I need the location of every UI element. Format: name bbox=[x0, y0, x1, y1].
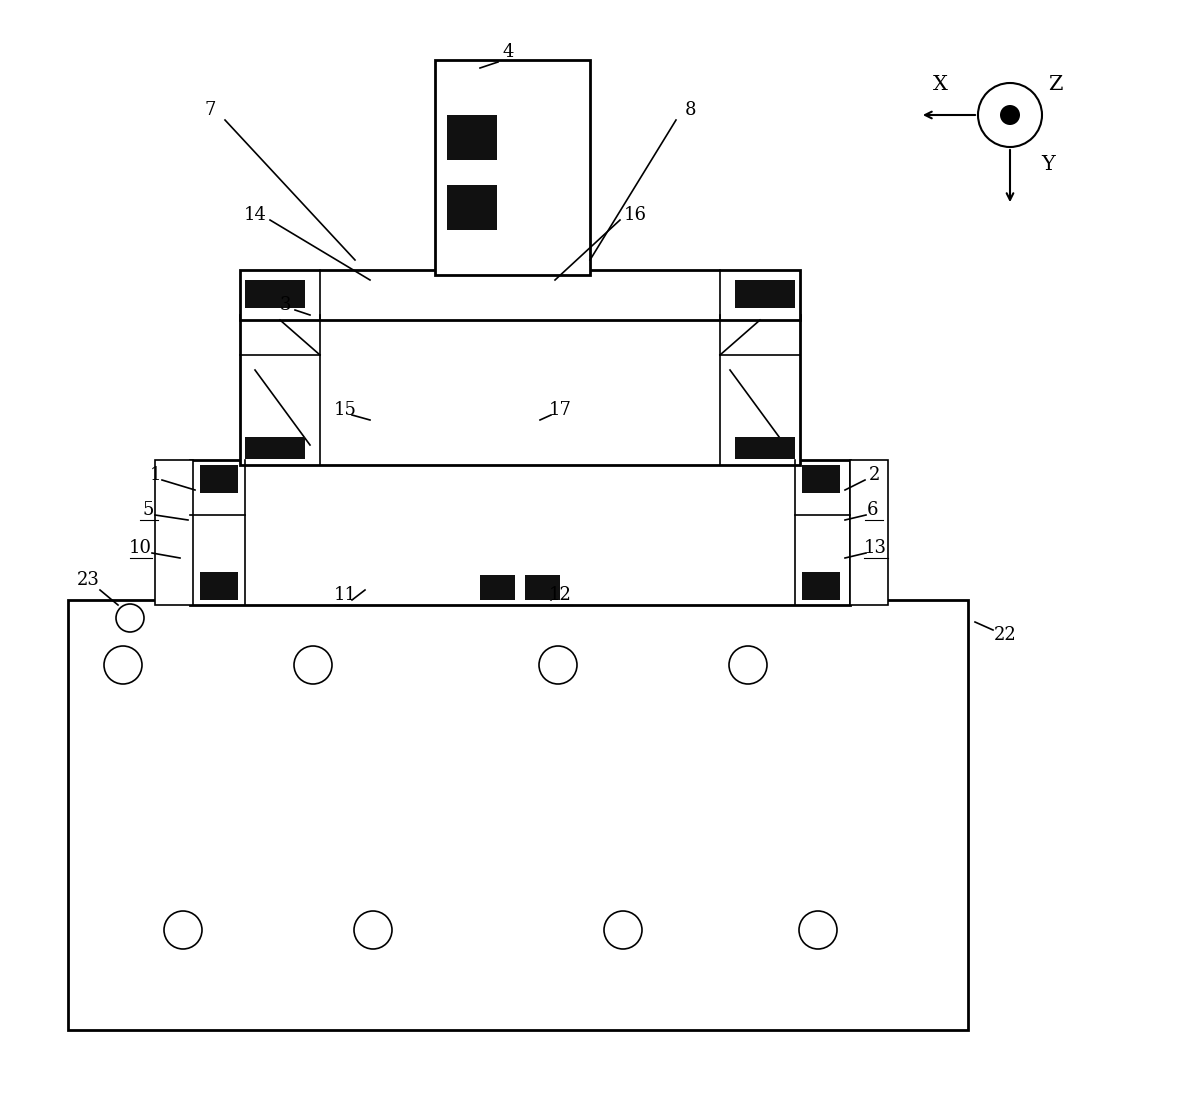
Text: 5: 5 bbox=[142, 501, 154, 519]
Bar bbox=[480, 575, 515, 600]
Bar bbox=[448, 185, 497, 230]
Bar bbox=[850, 460, 888, 606]
Text: 12: 12 bbox=[548, 586, 572, 604]
Bar bbox=[448, 115, 497, 160]
Text: 6: 6 bbox=[867, 501, 879, 519]
Text: 8: 8 bbox=[684, 101, 696, 118]
Circle shape bbox=[165, 911, 202, 949]
Bar bbox=[735, 437, 794, 459]
Bar bbox=[155, 460, 193, 606]
Bar bbox=[240, 315, 800, 465]
Text: 11: 11 bbox=[334, 586, 356, 604]
Text: 22: 22 bbox=[993, 626, 1016, 644]
Circle shape bbox=[799, 911, 837, 949]
Bar bbox=[240, 270, 800, 320]
Bar bbox=[67, 600, 969, 1030]
Circle shape bbox=[354, 911, 392, 949]
Bar bbox=[435, 60, 590, 275]
Text: X: X bbox=[933, 76, 947, 94]
Bar bbox=[245, 280, 305, 308]
Text: 14: 14 bbox=[244, 206, 266, 224]
Bar bbox=[802, 465, 839, 493]
Circle shape bbox=[294, 646, 332, 685]
Text: 16: 16 bbox=[624, 206, 646, 224]
Text: 13: 13 bbox=[863, 539, 887, 557]
Text: 23: 23 bbox=[77, 572, 99, 589]
Bar bbox=[200, 572, 238, 600]
Text: 10: 10 bbox=[129, 539, 152, 557]
Bar bbox=[802, 572, 839, 600]
Circle shape bbox=[604, 911, 642, 949]
Bar bbox=[200, 465, 238, 493]
Text: 1: 1 bbox=[149, 466, 161, 484]
Text: 4: 4 bbox=[502, 43, 514, 61]
Text: 2: 2 bbox=[869, 466, 881, 484]
Circle shape bbox=[104, 646, 142, 685]
Text: 17: 17 bbox=[548, 402, 572, 419]
Text: Z: Z bbox=[1048, 76, 1062, 94]
Bar bbox=[189, 460, 850, 606]
Bar bbox=[735, 280, 794, 308]
Text: 3: 3 bbox=[279, 296, 291, 314]
Circle shape bbox=[539, 646, 577, 685]
Circle shape bbox=[978, 83, 1042, 147]
Bar bbox=[245, 437, 305, 459]
Circle shape bbox=[1000, 105, 1019, 125]
Text: 7: 7 bbox=[205, 101, 215, 118]
Bar bbox=[525, 575, 560, 600]
Circle shape bbox=[116, 604, 144, 632]
Circle shape bbox=[729, 646, 767, 685]
Text: Y: Y bbox=[1041, 156, 1055, 174]
Text: 15: 15 bbox=[334, 402, 356, 419]
